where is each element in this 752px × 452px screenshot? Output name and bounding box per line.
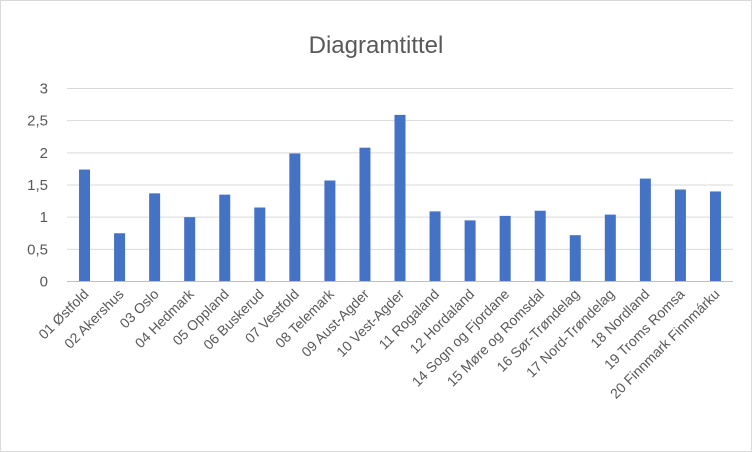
y-tick-label: 0,5 [27,241,48,258]
bar [674,189,686,282]
bar [149,193,161,282]
bar [394,114,406,282]
y-tick-label: 0 [40,274,48,291]
bar [464,220,476,282]
y-tick-label: 1 [40,209,48,226]
bar [499,215,511,282]
bar [604,214,616,282]
bar [254,207,266,282]
bar [184,217,196,282]
bar [709,191,721,282]
y-tick-label: 3 [40,81,48,98]
bar [429,211,441,282]
bar [569,235,581,282]
bar [114,233,126,282]
bar [79,169,91,282]
y-axis-tick-labels: 0 0,5 1 1,5 2 2,5 3 [27,81,48,291]
chart-title: Diagramtittel [309,32,444,59]
bar [639,178,651,282]
bar [219,194,231,282]
bar [324,180,336,282]
bar [359,147,371,282]
bars [79,114,721,282]
y-tick-label: 2,5 [27,113,48,130]
y-tick-label: 1,5 [27,177,48,194]
bar [534,210,546,282]
bar [289,153,301,282]
y-tick-label: 2 [40,145,48,162]
